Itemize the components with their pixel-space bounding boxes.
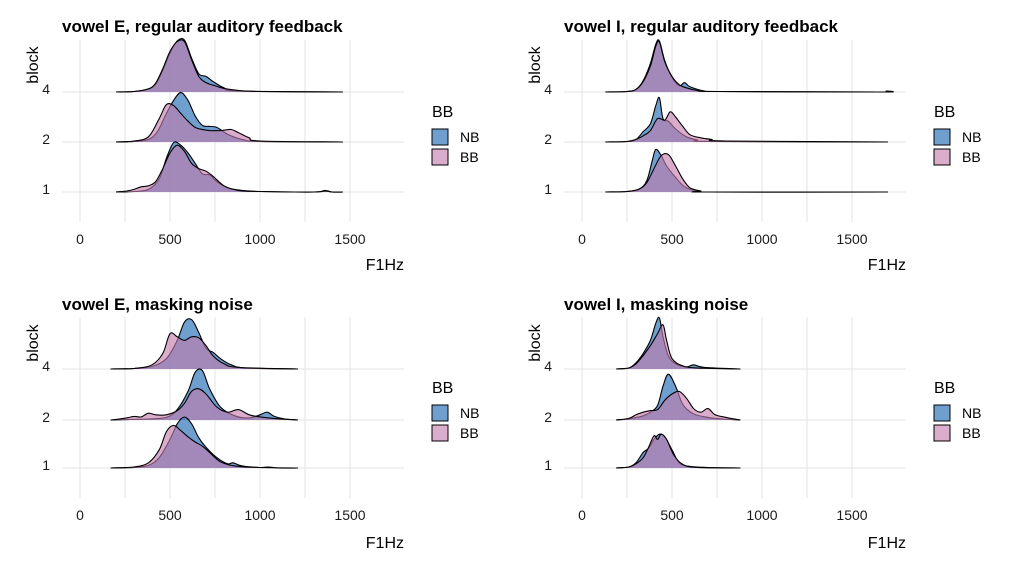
density-outline-bb-block-1: [605, 152, 889, 193]
x-tick-label: 0: [578, 507, 586, 523]
density-outline-bb-block-2: [605, 111, 889, 143]
x-axis-label: F1Hz: [366, 535, 404, 552]
density-outline-nb-block-4: [115, 37, 343, 93]
x-tick-label: 500: [158, 231, 182, 247]
y-tick-label: 4: [544, 358, 552, 374]
legend-label-nb: NB: [460, 129, 479, 145]
legend-swatch-bb: [431, 148, 449, 166]
y-axis-label: block: [527, 45, 544, 83]
panel-title: vowel E, regular auditory feedback: [62, 17, 343, 36]
x-tick-label: 1500: [334, 231, 365, 247]
density-bb-block-4: [605, 41, 894, 92]
density-bb-block-1: [110, 425, 298, 468]
x-tick-label: 1500: [836, 231, 867, 247]
legend: BB NB BB: [933, 104, 981, 166]
density-outline-bb-block-1: [115, 144, 343, 193]
legend-swatch-nb: [431, 404, 449, 422]
density-nb-block-1: [116, 141, 343, 193]
density-bb-block-1: [605, 153, 888, 193]
density-outline-bb-block-4: [616, 324, 741, 370]
density-bb-block-4: [110, 332, 298, 369]
density-bb-block-4: [116, 39, 343, 92]
density-outline-bb-block-2: [616, 390, 741, 421]
legend-swatch-nb: [933, 128, 951, 146]
density-bb-block-2: [110, 388, 298, 420]
legend: BB NB BB: [933, 380, 981, 442]
x-tick-label: 0: [76, 507, 84, 523]
x-axis-label: F1Hz: [868, 257, 906, 274]
y-tick-label: 4: [544, 81, 552, 97]
density-bb-block-2: [616, 391, 741, 420]
density-bb-block-2: [116, 103, 343, 142]
legend: BB NB BB: [431, 380, 479, 442]
y-tick-label: 2: [544, 131, 552, 147]
y-tick-label: 4: [42, 81, 50, 97]
y-tick-label: 2: [42, 409, 50, 425]
x-tick-label: 1000: [746, 231, 777, 247]
x-tick-label: 1500: [334, 507, 365, 523]
legend-swatch-bb: [933, 424, 951, 442]
legend-title: BB: [432, 104, 453, 121]
y-tick-label: 1: [544, 457, 552, 473]
density-bb-block-1: [116, 145, 343, 193]
legend-label-bb: BB: [460, 425, 479, 441]
density-outline-nb-block-1: [115, 141, 343, 193]
legend: BB NB BB: [431, 104, 479, 166]
x-tick-label: 1000: [244, 231, 275, 247]
y-tick-label: 2: [42, 131, 50, 147]
panel-title: vowel I, masking noise: [564, 295, 748, 314]
density-bb-block-2: [605, 111, 888, 142]
density-outline-bb-block-4: [605, 40, 894, 93]
y-tick-label: 4: [42, 358, 50, 374]
legend-swatch-nb: [431, 128, 449, 146]
legend-label-bb: BB: [460, 149, 479, 165]
y-tick-label: 2: [544, 409, 552, 425]
legend-swatch-nb: [933, 404, 951, 422]
panel-title: vowel I, regular auditory feedback: [564, 17, 839, 36]
legend-label-bb: BB: [962, 425, 981, 441]
y-tick-label: 1: [42, 181, 50, 197]
legend-label-nb: NB: [460, 405, 479, 421]
density-outline-nb-block-4: [616, 316, 741, 370]
x-tick-label: 1000: [244, 507, 275, 523]
x-axis-label: F1Hz: [868, 535, 906, 552]
x-tick-label: 500: [660, 231, 684, 247]
legend-label-nb: NB: [962, 405, 981, 421]
density-bb-block-4: [616, 324, 741, 369]
density-nb-block-4: [616, 317, 741, 369]
density-bb-block-1: [616, 434, 741, 468]
x-tick-label: 500: [158, 507, 182, 523]
density-outline-bb-block-2: [110, 388, 298, 421]
y-tick-label: 1: [544, 181, 552, 197]
y-axis-label: block: [527, 323, 544, 361]
density-outline-bb-block-1: [110, 424, 298, 469]
legend-swatch-bb: [933, 148, 951, 166]
legend-title: BB: [934, 104, 955, 121]
legend-title: BB: [432, 380, 453, 397]
x-tick-label: 1500: [836, 507, 867, 523]
x-axis-label: F1Hz: [366, 257, 404, 274]
x-tick-label: 0: [578, 231, 586, 247]
y-axis-label: block: [25, 323, 42, 361]
legend-label-bb: BB: [962, 149, 981, 165]
legend-label-nb: NB: [962, 129, 981, 145]
panel-title: vowel E, masking noise: [62, 295, 253, 314]
density-outline-bb-block-2: [115, 103, 343, 143]
legend-title: BB: [934, 380, 955, 397]
density-nb-block-4: [116, 38, 343, 92]
density-outline-bb-block-4: [110, 332, 298, 370]
density-outline-bb-block-1: [616, 433, 741, 469]
x-tick-label: 500: [660, 507, 684, 523]
x-tick-label: 1000: [746, 507, 777, 523]
y-tick-label: 1: [42, 457, 50, 473]
x-tick-label: 0: [76, 231, 84, 247]
y-axis-label: block: [25, 45, 42, 83]
legend-swatch-bb: [431, 424, 449, 442]
density-outline-bb-block-4: [115, 39, 343, 93]
